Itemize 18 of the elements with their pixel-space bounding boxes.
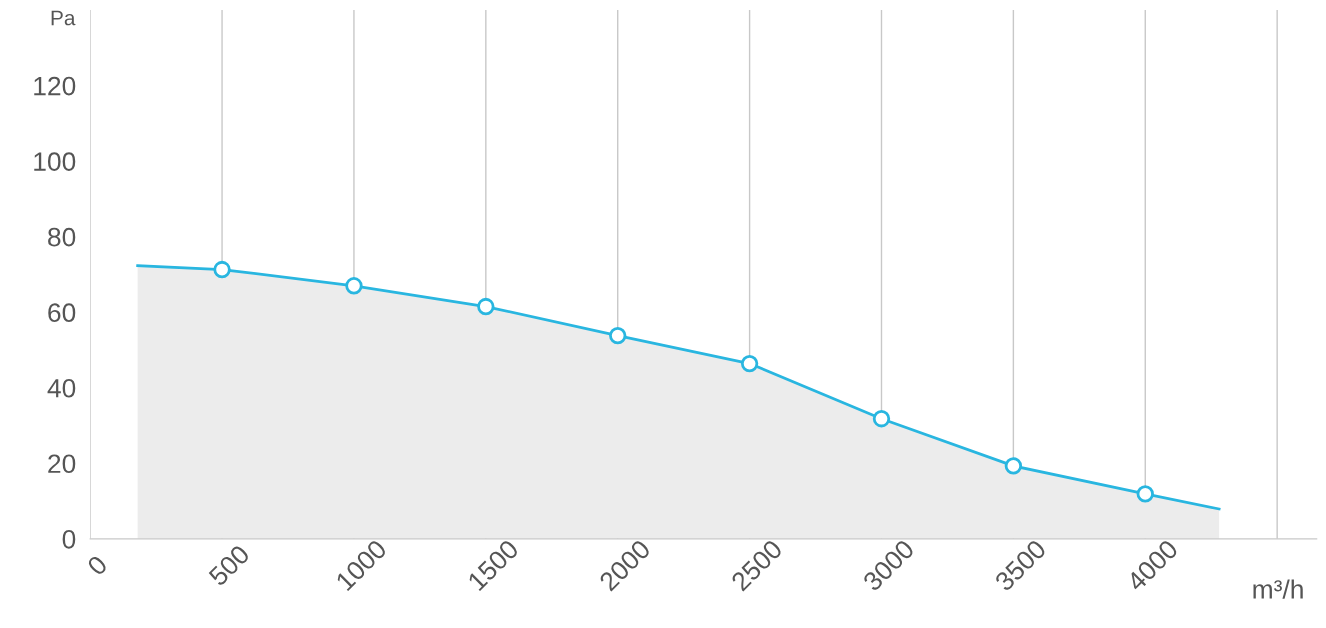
point bbox=[213, 260, 231, 279]
x-axis-title: m³/h bbox=[1253, 579, 1303, 599]
y-tick-label: 20 bbox=[48, 454, 76, 474]
point bbox=[345, 277, 363, 295]
x-tick-label: 500 bbox=[207, 543, 251, 587]
y-axis-title: Pa bbox=[51, 10, 76, 26]
y-tick-label: 120 bbox=[34, 76, 76, 96]
point bbox=[740, 354, 759, 373]
point bbox=[1136, 485, 1154, 503]
point bbox=[609, 326, 627, 345]
y-tick-label: 60 bbox=[48, 303, 76, 323]
x-tick-label: 0 bbox=[86, 554, 109, 577]
point bbox=[1004, 457, 1023, 475]
point bbox=[872, 410, 891, 428]
point bbox=[477, 297, 495, 316]
y-tick-label: 40 bbox=[47, 378, 76, 398]
y-tick-label: 100 bbox=[34, 152, 76, 171]
y-tick-label: 80 bbox=[48, 227, 76, 247]
